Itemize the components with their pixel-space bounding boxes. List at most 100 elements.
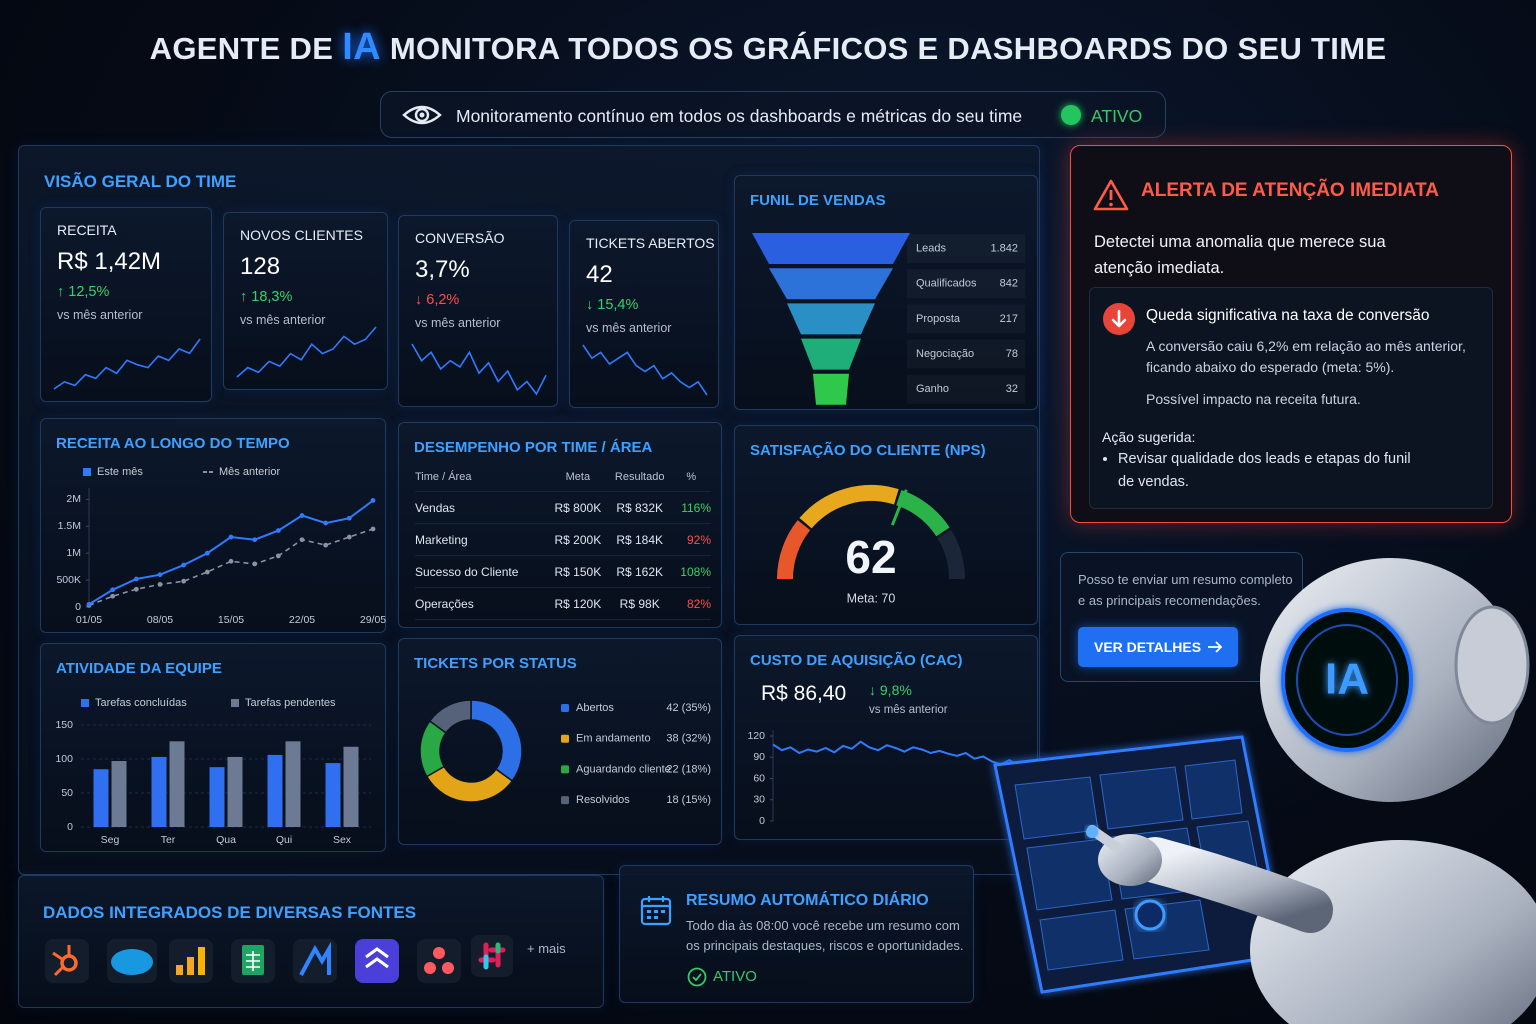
- panel-title: TICKETS POR STATUS: [414, 655, 577, 672]
- bar: [343, 746, 359, 827]
- data-point: [133, 586, 139, 592]
- daily-summary-panel: RESUMO AUTOMÁTICO DIÁRIO Todo dia às 08:…: [619, 865, 974, 1003]
- data-point: [299, 513, 305, 518]
- robot-body: [1250, 840, 1536, 1024]
- stage-label: Qualificados: [916, 278, 977, 290]
- alert-card: Queda significativa na taxa de conversão…: [1089, 287, 1493, 509]
- bar: [267, 754, 283, 827]
- bar: [325, 763, 341, 827]
- panel-title: CUSTO DE AQUISIÇÃO (CAC): [750, 652, 963, 669]
- x-tick-label: 22/05: [289, 614, 315, 626]
- legend-label: Tarefas pendentes: [245, 697, 336, 709]
- assistant-message: Posso te enviar um resumo completo e as …: [1078, 572, 1293, 608]
- kpi-label: TICKETS ABERTOS: [586, 235, 715, 251]
- cac-panel: CUSTO DE AQUISIÇÃO (CAC) R$ 86,40 ↓ 9,8%…: [734, 635, 1038, 840]
- legend-label: Aguardando cliente: [576, 763, 671, 775]
- kpi-note: vs mês anterior: [415, 316, 501, 330]
- sparkline: [582, 344, 708, 396]
- gauge-value: 62: [845, 531, 896, 583]
- card-title: Queda significativa na taxa de conversão: [1146, 307, 1430, 324]
- stage-value: 217: [1000, 313, 1018, 325]
- x-tick-label: Seg: [101, 834, 120, 846]
- header-cell: Resultado: [607, 463, 672, 492]
- action-label: Ação sugerida:: [1102, 429, 1196, 445]
- funnel-panel: FUNIL DE VENDAS Leads 1.842 Qualificados 84…: [734, 175, 1038, 410]
- value-label: 38 (32%): [666, 733, 711, 745]
- y-tick-label: 1.5M: [58, 520, 81, 532]
- cac-value: R$ 86,40: [761, 682, 847, 705]
- icon-sheets: [231, 939, 275, 983]
- data-point: [370, 526, 376, 532]
- donut-slice: [428, 699, 472, 734]
- activity-panel: ATIVIDADE DA EQUIPE 0 50 100 150 Seg Ter Qua Qu…: [40, 643, 386, 852]
- table-cell: 116%: [671, 491, 711, 524]
- y-tick-label: 50: [61, 787, 73, 799]
- x-tick-label: 08/05: [147, 614, 173, 626]
- data-point: [86, 601, 92, 607]
- tickets-donut: Abertos 42 (35%) Em andamento 38 (32%) Aguar…: [419, 699, 711, 806]
- kpi-card: TICKETS ABERTOS 42 ↓ 15,4% vs mês anterior: [569, 220, 719, 408]
- title-suffix: MONITORA TODOS OS GRÁFICOS E DASHBOARDS …: [389, 31, 1387, 66]
- table-cell: R$ 150K: [547, 555, 608, 588]
- kpi-value: 3,7%: [415, 256, 470, 283]
- data-point: [181, 562, 187, 568]
- table-cell: R$ 162K: [607, 555, 672, 588]
- table-cell: 82%: [671, 587, 711, 620]
- button-label: VER DETALHES: [1094, 639, 1202, 655]
- panel-title: ATIVIDADE DA EQUIPE: [56, 660, 222, 677]
- robot-visor: [1281, 608, 1413, 752]
- title-prefix: AGENTE DE: [149, 31, 334, 66]
- robot-illustration: IA: [993, 558, 1536, 1024]
- kpi-label: RECEITA: [57, 222, 117, 238]
- panel-title: SATISFAÇÃO DO CLIENTE (NPS): [750, 442, 986, 459]
- alert-panel: ALERTA DE ATENÇÃO IMEDIATA Detectei uma …: [1070, 145, 1512, 523]
- bar: [209, 767, 225, 827]
- kpi-value: 128: [240, 253, 281, 280]
- alert-intro: Detectei uma anomalia que merece sua ate…: [1094, 233, 1386, 277]
- data-point: [252, 561, 258, 567]
- donut-slice: [425, 765, 514, 803]
- gauge-note: Meta: 70: [847, 591, 896, 605]
- table-row: Operações R$ 120K R$ 98K 82%: [415, 587, 711, 620]
- table-cell: Sucesso do Cliente: [415, 555, 548, 588]
- stage-value: 842: [1000, 278, 1018, 290]
- data-point: [157, 582, 163, 587]
- kpi-change: ↓ 15,4%: [586, 297, 639, 313]
- data-point: [275, 528, 281, 533]
- legend-label: Resolvidos: [576, 794, 630, 806]
- y-tick-label: 100: [55, 753, 73, 765]
- cac-note: vs mês anterior: [869, 704, 948, 716]
- alert-icon: [1093, 179, 1129, 211]
- table-cell: 108%: [671, 555, 711, 588]
- robot-badge: IA: [1325, 655, 1369, 704]
- table-cell: R$ 184K: [607, 523, 672, 556]
- nps-gauge: 62 Meta: 70: [777, 485, 965, 605]
- table-cell: Operações: [415, 587, 548, 620]
- header-cell: %: [671, 463, 711, 492]
- icon-asana: [417, 939, 461, 983]
- performance-table: Time / Área Meta Resultado% Vendas R$ 800K R$…: [415, 463, 711, 620]
- y-tick-label: 0: [67, 821, 73, 833]
- data-point: [204, 550, 210, 556]
- line-series: [772, 740, 1028, 767]
- summary-title: RESUMO AUTOMÁTICO DIÁRIO: [686, 892, 929, 909]
- kpi-card: CONVERSÃO 3,7% ↓ 6,2% vs mês anterior: [398, 215, 558, 407]
- check-icon: [687, 967, 707, 987]
- integrations-title: DADOS INTEGRADOS DE DIVERSAS FONTES: [43, 903, 417, 922]
- sparkline: [53, 338, 201, 390]
- funnel-stage: [801, 338, 861, 370]
- bar: [93, 769, 109, 827]
- details-button[interactable]: VER DETALHES: [1078, 627, 1238, 667]
- sparkline-line: [411, 343, 547, 396]
- x-tick-label: Ter: [161, 834, 176, 846]
- table-header: Time / Área Meta Resultado%: [415, 463, 711, 492]
- bar: [151, 756, 167, 827]
- bar: [227, 756, 243, 827]
- data-point: [323, 542, 329, 548]
- table-cell: R$ 832K: [607, 491, 672, 524]
- stage-value: 78: [1006, 348, 1018, 360]
- title-highlight: IA: [342, 26, 381, 68]
- stage-value: 1.842: [990, 242, 1018, 254]
- data-point: [252, 537, 258, 543]
